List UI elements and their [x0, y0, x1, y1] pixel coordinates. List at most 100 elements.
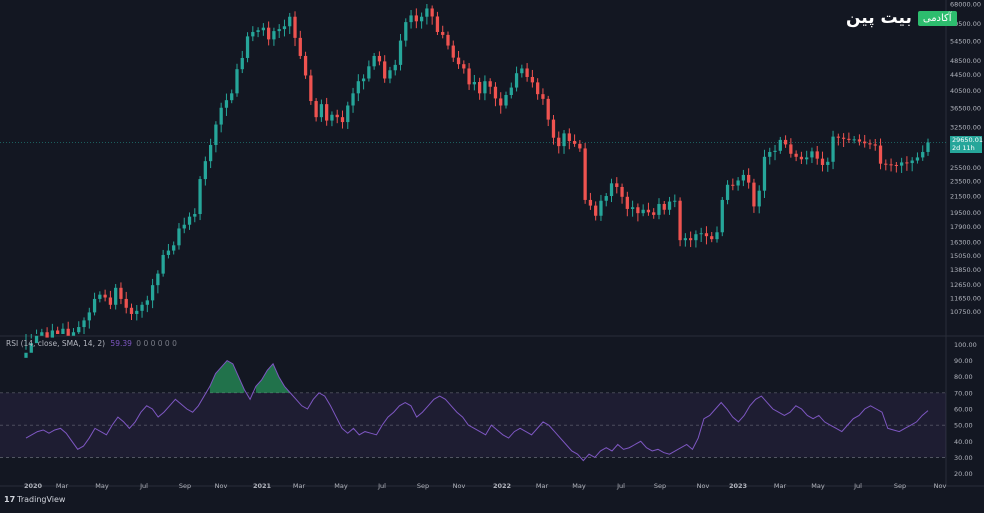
candle[interactable] [208, 138, 213, 169]
candle[interactable] [272, 27, 276, 46]
candle[interactable] [325, 97, 329, 126]
candle[interactable] [419, 12, 424, 29]
candle[interactable] [240, 50, 244, 74]
tradingview-logo[interactable]: 17 TradingView [4, 495, 65, 504]
candle[interactable] [641, 204, 645, 217]
candle[interactable] [667, 196, 672, 215]
time-axis[interactable]: 2020 Mar May Jul Sep Nov 2021 Mar May Jul Sep Nov 20… [24, 482, 947, 490]
candles-group[interactable] [24, 4, 930, 358]
candle[interactable] [826, 157, 830, 172]
candle[interactable] [863, 134, 867, 148]
candle[interactable] [177, 223, 181, 250]
candle[interactable] [256, 27, 260, 38]
candle[interactable] [493, 82, 498, 107]
candle[interactable] [572, 134, 577, 147]
candle[interactable] [404, 18, 408, 47]
candle[interactable] [372, 52, 376, 70]
candle[interactable] [351, 87, 355, 113]
candle[interactable] [140, 301, 144, 318]
candle[interactable] [741, 169, 746, 187]
candle[interactable] [762, 149, 767, 199]
candle[interactable] [166, 243, 171, 259]
candle[interactable] [699, 227, 703, 242]
candle[interactable] [636, 203, 640, 222]
candle[interactable] [245, 32, 250, 63]
candle[interactable] [50, 323, 55, 338]
candle[interactable] [393, 59, 397, 76]
candle[interactable] [87, 307, 91, 329]
candle[interactable] [562, 130, 566, 154]
candle[interactable] [187, 212, 192, 230]
candle[interactable] [509, 82, 513, 99]
candle[interactable] [92, 292, 97, 316]
candle[interactable] [530, 69, 535, 88]
candle[interactable] [435, 11, 440, 35]
candle[interactable] [224, 93, 229, 116]
candle[interactable] [757, 185, 761, 214]
candle[interactable] [451, 40, 455, 62]
candle[interactable] [103, 289, 107, 302]
candle[interactable] [129, 303, 134, 320]
candle[interactable] [889, 158, 893, 172]
candle[interactable] [119, 282, 123, 305]
candle[interactable] [868, 139, 872, 150]
candle[interactable] [683, 233, 687, 247]
candle[interactable] [71, 328, 76, 336]
candle[interactable] [720, 196, 724, 237]
candle[interactable] [409, 10, 413, 29]
price-axis[interactable]: 68000.00 60500.00 54500.00 48500.00 44500.00… [950, 1, 981, 317]
candle[interactable] [810, 147, 814, 164]
candle[interactable] [799, 151, 804, 165]
candle[interactable] [198, 176, 202, 221]
candle[interactable] [29, 334, 33, 353]
candle[interactable] [288, 12, 292, 35]
candle[interactable] [836, 133, 840, 146]
candle[interactable] [514, 66, 519, 92]
candle[interactable] [673, 194, 677, 208]
candle[interactable] [646, 202, 651, 216]
candle[interactable] [293, 11, 297, 47]
candle[interactable] [398, 33, 403, 71]
candle[interactable] [921, 145, 925, 161]
candle[interactable] [594, 201, 598, 221]
candle[interactable] [367, 60, 371, 82]
candle[interactable] [688, 231, 693, 248]
candle[interactable] [335, 109, 339, 124]
candle[interactable] [736, 177, 740, 191]
candle[interactable] [588, 192, 593, 210]
candle[interactable] [604, 193, 608, 207]
candle[interactable] [377, 51, 382, 66]
candle[interactable] [82, 317, 86, 334]
candle[interactable] [841, 133, 846, 148]
candle[interactable] [794, 150, 798, 162]
candle[interactable] [899, 157, 904, 173]
candle[interactable] [388, 66, 392, 84]
candle[interactable] [652, 208, 656, 219]
candle[interactable] [150, 278, 155, 309]
candle[interactable] [536, 78, 540, 100]
candle[interactable] [878, 138, 883, 170]
candle[interactable] [261, 23, 266, 36]
candle[interactable] [340, 110, 345, 129]
candle[interactable] [193, 208, 197, 223]
candle[interactable] [541, 88, 545, 105]
candle[interactable] [820, 151, 825, 172]
candle[interactable] [356, 74, 360, 102]
candle[interactable] [894, 162, 898, 173]
candle[interactable] [546, 95, 550, 127]
candle[interactable] [251, 26, 255, 42]
candle[interactable] [926, 138, 930, 156]
candle[interactable] [309, 69, 313, 105]
candle[interactable] [414, 8, 418, 29]
candle[interactable] [361, 74, 366, 90]
candle[interactable] [483, 75, 487, 101]
candle[interactable] [114, 284, 118, 310]
candle[interactable] [499, 92, 503, 114]
candle[interactable] [319, 99, 324, 122]
candle[interactable] [478, 77, 482, 100]
candle[interactable] [161, 249, 165, 277]
candle[interactable] [657, 198, 661, 220]
candle[interactable] [778, 136, 782, 154]
candle[interactable] [783, 135, 788, 148]
candle[interactable] [267, 21, 271, 46]
